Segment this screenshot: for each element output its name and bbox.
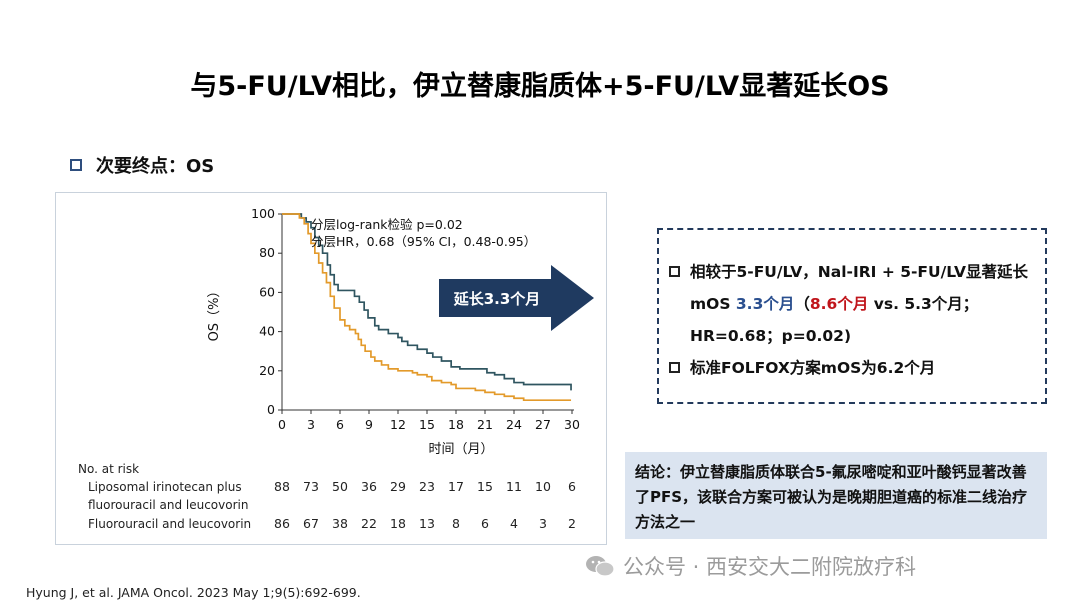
x-tick-label: 3 [307,417,315,432]
risk-value: 67 [303,516,319,531]
finding-1-paren: （ [794,295,810,313]
risk-row1-label-l1: Liposomal irinotecan plus [88,480,242,494]
y-tick-label: 60 [259,284,275,299]
y-tick-label: 80 [259,245,275,260]
finding-1-difference: 3.3个月 [735,295,795,313]
survival-curve-series-1 [282,213,572,391]
risk-value: 6 [481,516,489,531]
risk-value: 17 [448,479,464,494]
arrow-label: 延长3.3个月 [453,290,541,308]
risk-value: 8 [452,516,460,531]
slide-title: 与5-FU/LV相比，伊立替康脂质体+5-FU/LV显著延长OS [190,71,890,102]
x-tick-label: 21 [477,417,493,432]
risk-value: 38 [332,516,348,531]
finding-1-text: 相较于5-FU/LV，Nal-IRI + 5-FU/LV显著延长mOS 3.3个… [690,256,1033,352]
risk-value: 29 [390,479,406,494]
y-tick-label: 100 [251,206,275,221]
finding-1: 相较于5-FU/LV，Nal-IRI + 5-FU/LV显著延长mOS 3.3个… [669,256,1033,352]
stats-line-1: 分层log-rank检验 p=0.02 [311,217,463,232]
risk-value: 2 [568,516,576,531]
square-bullet-icon [70,159,82,171]
chart-panel: 0 20 40 60 80 100 0 3 6 9 12 15 18 21 24 27 30 OS（%） 时间（… [55,192,607,545]
finding-1-median: 8.6个月 [809,295,869,313]
risk-table-title: No. at risk [78,462,139,476]
risk-value: 88 [274,479,290,494]
watermark: 公众号 · 西安交大二附院放疗科 [585,551,916,581]
wechat-icon [586,556,615,577]
finding-1-post: vs. 5.3个月；HR=0.68；p=0.02) [690,295,979,345]
x-tick-label: 27 [535,417,551,432]
risk-value: 23 [419,479,435,494]
x-tick-label: 12 [390,417,406,432]
y-tick-label: 20 [259,363,275,378]
y-tick-label: 40 [259,324,275,339]
finding-2-text: 标准FOLFOX方案mOS为6.2个月 [690,359,936,377]
watermark-text: 公众号 · 西安交大二附院放疗科 [623,555,917,579]
square-bullet-icon [669,362,680,373]
risk-row1-label-l2: fluorouracil and leucovorin [88,498,248,512]
risk-value: 73 [303,479,319,494]
survival-curve-series-2 [282,213,572,402]
x-tick-label: 30 [564,417,580,432]
x-axis-label: 时间（月） [428,442,493,457]
risk-value: 15 [477,479,493,494]
finding-1-pre: 相较于5-FU/LV，Nal-IRI + 5-FU/LV显著延长mOS [690,263,1029,313]
section-heading: 次要终点：OS [70,152,214,178]
x-tick-label: 18 [448,417,464,432]
risk-value: 13 [419,516,435,531]
arrow-callout: 延长3.3个月 [439,265,594,331]
risk-value: 86 [274,516,290,531]
risk-row2-label: Fluorouracil and leucovorin [88,517,251,531]
finding-2: 标准FOLFOX方案mOS为6.2个月 [669,352,1033,384]
x-tick-label: 15 [419,417,435,432]
x-tick-label: 0 [278,417,286,432]
x-tick-label: 24 [506,417,522,432]
y-axis-label: OS（%） [207,285,222,342]
y-tick-label: 0 [267,402,275,417]
square-bullet-icon [669,266,680,277]
risk-value: 50 [332,479,348,494]
section-label: 次要终点：OS [96,156,215,177]
x-tick-label: 6 [336,417,344,432]
key-findings-box: 相较于5-FU/LV，Nal-IRI + 5-FU/LV显著延长mOS 3.3个… [657,228,1047,404]
risk-value: 22 [361,516,377,531]
x-tick-label: 9 [365,417,373,432]
stats-line-2: 分层HR，0.68（95% CI，0.48-0.95） [311,234,536,249]
conclusion-box: 结论：伊立替康脂质体联合5-氟尿嘧啶和亚叶酸钙显著改善了PFS，该联合方案可被认… [625,452,1047,539]
risk-value: 10 [535,479,551,494]
reference: Hyung J, et al. JAMA Oncol. 2023 May 1;9… [26,585,361,600]
risk-value: 36 [361,479,377,494]
risk-value: 3 [539,516,547,531]
risk-value: 11 [506,479,522,494]
risk-value: 18 [390,516,406,531]
risk-value: 4 [510,516,518,531]
risk-value: 6 [568,479,576,494]
